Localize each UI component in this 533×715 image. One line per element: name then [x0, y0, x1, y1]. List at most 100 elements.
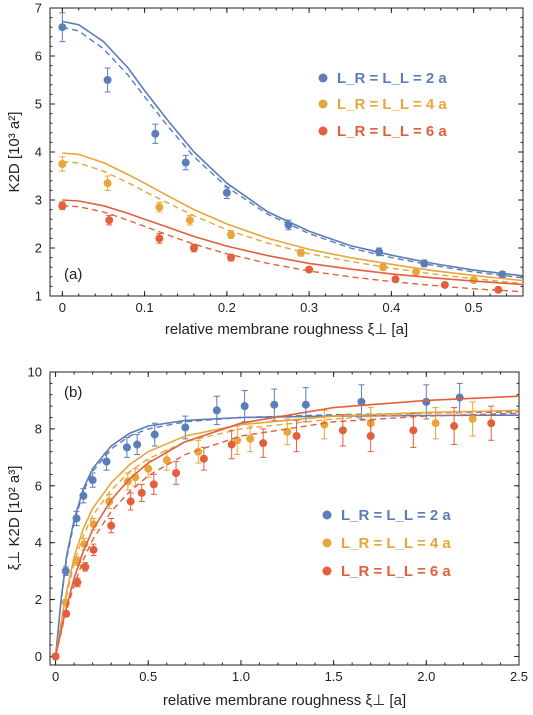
data-point [357, 397, 366, 406]
data-point [126, 497, 135, 506]
fit-curve-dashed [54, 411, 519, 657]
data-point [301, 400, 310, 409]
fit-curve-dashed [62, 160, 523, 285]
data-point [420, 259, 429, 268]
data-point [487, 419, 496, 428]
x-tick-label: 0 [59, 300, 66, 315]
fit-curve-solid [54, 409, 519, 657]
data-point [181, 158, 190, 167]
data-point [149, 480, 158, 489]
data-point [79, 491, 88, 500]
x-tick-label: 1.5 [325, 669, 343, 684]
data-point [440, 280, 449, 289]
fit-curve-solid [54, 395, 519, 657]
data-point [137, 488, 146, 497]
legend-label: L_R = L_L = 4 a [341, 535, 451, 552]
data-point [450, 422, 459, 431]
x-tick-label: 2.5 [510, 669, 528, 684]
data-point [270, 400, 279, 409]
plot-area [58, 12, 523, 294]
legend-marker [322, 538, 332, 548]
data-point [81, 562, 90, 571]
y-tick-label: 8 [35, 421, 42, 436]
data-point [409, 426, 418, 435]
x-tick-label: 0.3 [300, 300, 318, 315]
y-tick-label: 3 [35, 193, 42, 208]
legend-label: L_R = L_L = 4 a [337, 96, 447, 113]
data-point [133, 440, 142, 449]
data-point [320, 420, 329, 429]
x-tick-label: 0.1 [136, 300, 154, 315]
fit-curve-solid [62, 199, 523, 286]
data-point [222, 188, 231, 197]
data-point [61, 567, 70, 576]
data-point [375, 247, 384, 256]
y-tick-label: 5 [35, 97, 42, 112]
data-point [58, 160, 67, 168]
x-axis-label: relative membrane roughness ξ⊥ [a] [163, 692, 406, 709]
y-axis-label: K2D [10³ a²] [6, 112, 23, 193]
data-point [73, 578, 82, 587]
data-point [102, 457, 111, 466]
data-point [212, 406, 221, 415]
x-tick-label: 0 [52, 669, 59, 684]
data-point [226, 253, 235, 262]
data-point [189, 244, 198, 252]
legend-marker [318, 99, 328, 109]
fit-curve-solid [62, 20, 523, 277]
data-point [259, 439, 268, 448]
data-point [151, 129, 160, 138]
data-point [58, 23, 67, 32]
data-point [105, 216, 114, 225]
data-point [391, 275, 400, 284]
data-point [89, 545, 98, 554]
data-point [122, 443, 131, 452]
y-tick-label: 7 [35, 1, 42, 16]
panel-a-chart: 0 0.1 0.2 0.3 0.4 0.5 1 2 3 4 5 6 7 relative membrane… [6, 1, 524, 338]
y-tick-label: 4 [35, 535, 42, 550]
data-point [185, 216, 194, 225]
y-tick-label: 0 [35, 649, 42, 664]
data-point [292, 432, 301, 441]
data-point [150, 430, 159, 439]
data-point [422, 397, 431, 406]
plot-frame [49, 371, 520, 666]
fit-curve-dashed [62, 26, 523, 279]
data-point [469, 276, 478, 285]
y-tick-label: 6 [35, 478, 42, 493]
data-point [366, 432, 375, 441]
plot-frame [49, 7, 524, 297]
data-point [338, 426, 347, 435]
data-point [107, 521, 116, 530]
data-point [284, 220, 293, 229]
data-point [155, 203, 164, 212]
data-point [296, 248, 305, 257]
data-point [144, 464, 153, 473]
y-tick-label: 1 [35, 289, 42, 304]
data-point [305, 265, 314, 274]
data-point [498, 270, 507, 279]
data-point [379, 263, 388, 272]
x-tick-label: 2.0 [417, 669, 435, 684]
y-tick-label: 4 [35, 145, 42, 160]
legend-marker [322, 510, 332, 520]
data-point [246, 434, 255, 443]
data-point [155, 234, 164, 243]
data-point [240, 402, 249, 411]
legend-marker [318, 126, 328, 136]
data-point [455, 393, 464, 402]
y-tick-label: 2 [35, 241, 42, 256]
x-tick-label: 1.0 [232, 669, 250, 684]
data-point [62, 609, 71, 618]
legend-label: L_R = L_L = 2 a [337, 70, 447, 87]
legend-label: L_R = L_L = 2 a [341, 507, 451, 524]
plot-area [51, 382, 519, 661]
data-point [88, 476, 97, 485]
data-point [226, 230, 235, 239]
fit-curve-dashed [62, 205, 523, 293]
data-point [468, 414, 477, 423]
data-point [162, 456, 171, 465]
data-point [494, 285, 503, 294]
panel-label: (b) [64, 384, 82, 401]
